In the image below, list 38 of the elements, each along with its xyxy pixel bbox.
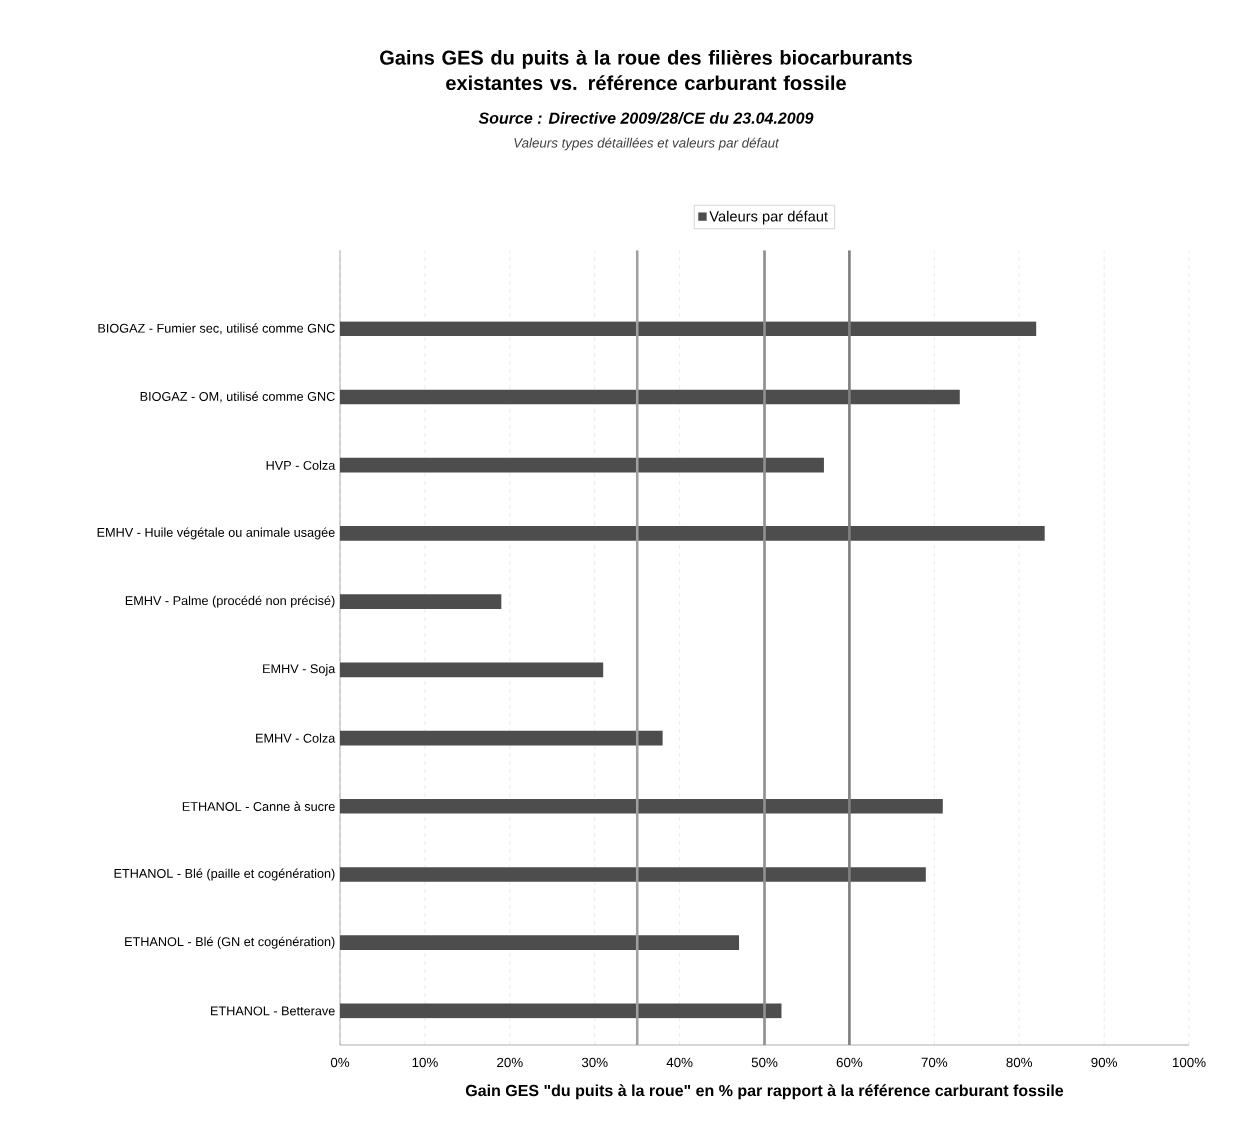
x-tick-label: 60%: [836, 1057, 863, 1068]
y-tick-label: ETHANOL - Blé (paille et cogénération): [114, 868, 335, 881]
bar: [340, 730, 663, 746]
y-tick-label: ETHANOL - Canne à sucre: [182, 801, 335, 811]
y-tick-label: HVP - Colza: [266, 460, 336, 470]
x-tick-label: 50%: [751, 1057, 778, 1068]
x-tick-label: 30%: [581, 1057, 608, 1068]
y-tick-label: ETHANOL - Betterave: [211, 1006, 335, 1016]
x-tick-label: 10%: [412, 1057, 438, 1068]
y-tick-label: EMHV - Palme (procédé non précisé): [125, 595, 335, 608]
x-tick-label: 70%: [921, 1057, 948, 1068]
x-axis-title: Gain GES "du puits à la roue" en % par rapport à la référence carburant fossile: [465, 1084, 1064, 1100]
bar: [340, 321, 1037, 337]
y-tick-label: ETHANOL - Blé (GN et cogénération): [125, 936, 335, 949]
text: Valeurs types détaillées et valeurs par défaut: [514, 137, 780, 151]
bar: [340, 457, 824, 473]
y-tick-label: EMHV - Colza: [256, 733, 336, 743]
bar: [340, 526, 1045, 541]
chart-subtitle: Source : Directive 2009/28/CE du 23.04.2009: [478, 112, 814, 124]
chart-title: Gains GES du puits à la roue des filières biocarburants existantes vs. référence carburant fossile: [380, 49, 912, 91]
bar: [340, 1003, 782, 1019]
bar: [340, 935, 740, 951]
bar: [340, 389, 960, 405]
y-tick-label: EMHV - Huile végétale ou animale usagée: [97, 527, 335, 540]
x-tick-label: 0%: [330, 1057, 350, 1068]
x-tick-label: 20%: [497, 1057, 523, 1068]
x-tick-label: 100%: [1172, 1057, 1206, 1068]
bar: [340, 594, 502, 609]
legend-label: Valeurs par défaut: [709, 210, 828, 225]
y-tick-label: BIOGAZ - OM, utilisé comme GNC: [140, 391, 335, 403]
bar: [340, 662, 604, 678]
x-tick-label: 40%: [666, 1057, 693, 1068]
y-tick-label: BIOGAZ - Fumier sec, utilisé comme GNC: [98, 323, 335, 335]
bar: [340, 798, 943, 814]
y-tick-label: EMHV - Soja: [263, 663, 336, 676]
x-tick-label: 90%: [1091, 1057, 1117, 1068]
x-tick-label: 80%: [1006, 1057, 1033, 1068]
bar: [340, 867, 926, 882]
